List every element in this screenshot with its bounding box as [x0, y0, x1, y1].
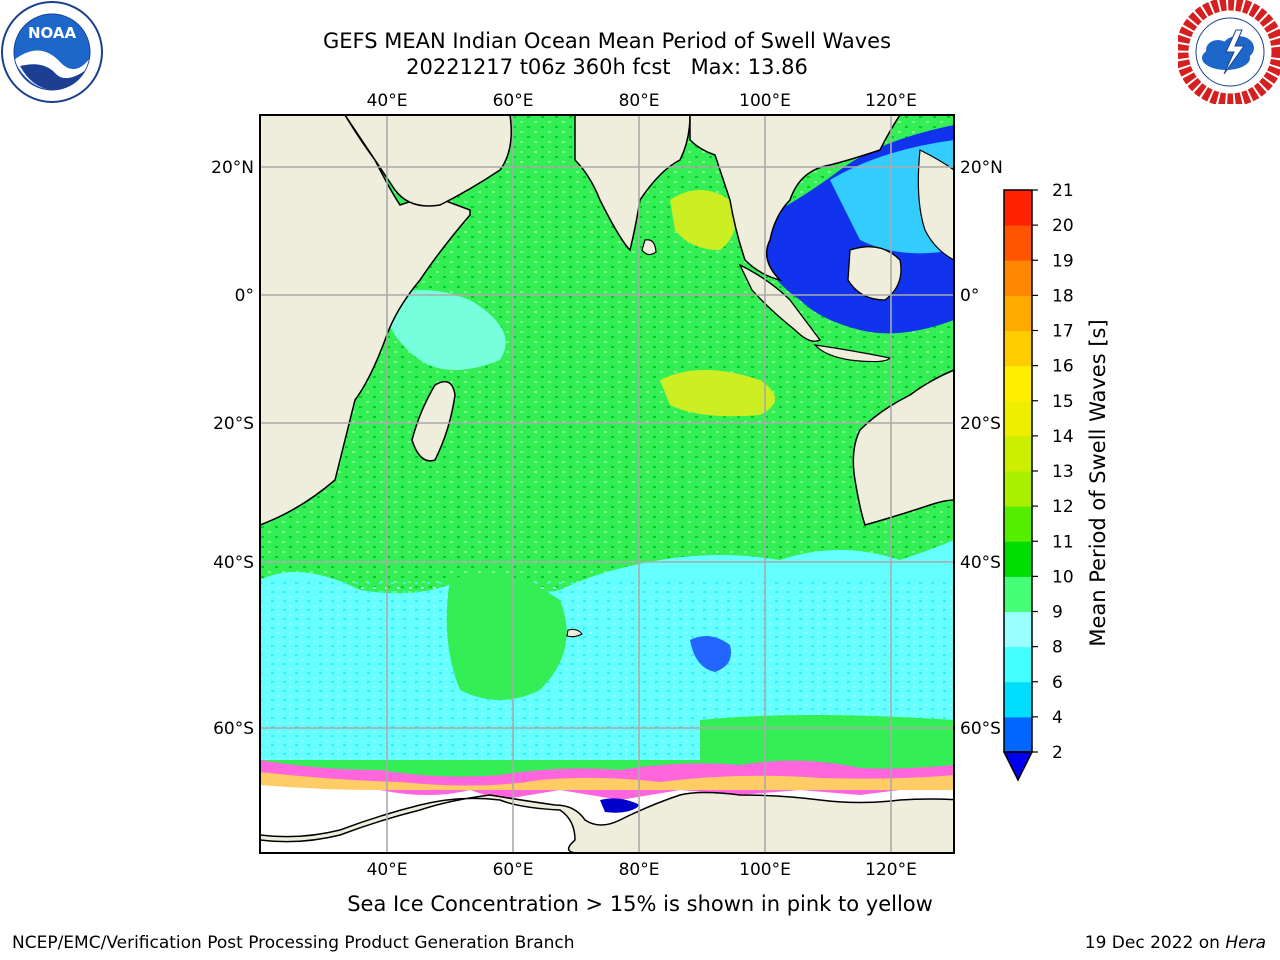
colorbar-tick-label: 15 — [1052, 392, 1074, 412]
lon-label-bottom: 100°E — [739, 860, 791, 880]
lat-label-left: 60°S — [213, 719, 254, 739]
colorbar-swatch — [1004, 716, 1032, 753]
noaa-logo-icon: NOAA — [1, 1, 103, 103]
colorbar-tick-label: 14 — [1052, 427, 1074, 447]
lat-label-right: 0° — [960, 286, 979, 306]
chart-title: GEFS MEAN Indian Ocean Mean Period of Sw… — [322, 29, 892, 53]
colorbar-tick-label: 20 — [1052, 216, 1074, 236]
colorbar-swatch — [1004, 646, 1032, 683]
colorbar-tick-label: 13 — [1052, 462, 1074, 482]
land-sri-lanka — [641, 239, 657, 256]
land-india — [574, 115, 691, 252]
footer-machine: Hera — [1225, 933, 1266, 953]
lat-label-left: 20°N — [211, 158, 254, 178]
land-borneo — [847, 246, 902, 301]
colorbar: 2 4 6 8 9 10 11 12 13 14 15 16 17 18 19 20 21 — [1002, 181, 1074, 782]
colorbar-swatch — [1004, 330, 1032, 367]
lat-label-left: 20°S — [213, 414, 254, 434]
colorbar-tick-label: 12 — [1052, 497, 1074, 517]
footer-date-text: 19 Dec 2022 on — [1084, 933, 1226, 953]
lon-label-bottom: 60°E — [493, 860, 534, 880]
land-antarctica — [260, 791, 954, 853]
colorbar-under-triangle — [1002, 751, 1034, 782]
colorbar-swatch — [1004, 365, 1032, 402]
colorbar-tick-label: 2 — [1052, 743, 1063, 763]
ocean-blue-patch — [690, 636, 731, 672]
land-australia — [852, 369, 954, 526]
sea-ice-note-text: Sea Ice Concentration > 15% is shown in … — [347, 892, 933, 916]
colorbar-swatch — [1004, 225, 1032, 261]
colorbar-tick-label: 19 — [1052, 251, 1074, 271]
lon-label-top: 120°E — [865, 91, 917, 111]
footer-date: 19 Dec 2022 on Hera — [1085, 932, 1266, 954]
ocean-green-patch-south — [700, 715, 954, 760]
sea-ice-note: Sea Ice Concentration > 15% is shown in … — [0, 890, 1280, 918]
map-frame — [259, 114, 955, 854]
colorbar-swatch — [1004, 435, 1032, 472]
colorbar-tick-label: 11 — [1052, 532, 1074, 552]
colorbar-tick-label: 4 — [1052, 708, 1063, 728]
colorbar-tick-label: 21 — [1052, 181, 1074, 201]
colorbar-swatch — [1004, 190, 1032, 226]
colorbar-tick-label: 16 — [1052, 357, 1074, 377]
colorbar-swatch — [1004, 611, 1032, 648]
land-madagascar — [411, 380, 456, 462]
lat-label-left: 40°S — [213, 553, 254, 573]
footer-credit: NCEP/EMC/Verification Post Processing Pr… — [12, 933, 575, 953]
colorbar-swatch — [1004, 506, 1032, 542]
colorbar-swatch — [1004, 681, 1032, 718]
high-period-zone-bay-of-bengal — [670, 190, 736, 250]
colorbar-swatch — [1004, 541, 1032, 577]
lon-label-top: 100°E — [739, 91, 791, 111]
sea-ice-yellow-band — [260, 772, 954, 790]
noaa-logo-text: NOAA — [28, 24, 77, 42]
colorbar-tick-label: 18 — [1052, 286, 1074, 306]
land-philippines — [917, 149, 954, 261]
lon-label-top: 40°E — [367, 91, 408, 111]
colorbar-swatch — [1004, 576, 1032, 612]
colorbar-swatch — [1004, 260, 1032, 296]
lon-label-top: 80°E — [619, 91, 660, 111]
land-kerguelen — [566, 628, 583, 638]
colorbar-swatch — [1004, 471, 1032, 507]
lat-label-right: 20°S — [960, 414, 1001, 434]
colorbar-tick-label: 8 — [1052, 638, 1063, 658]
lat-label-right: 60°S — [960, 719, 1001, 739]
colorbar-tick-label: 9 — [1052, 603, 1063, 623]
nws-logo-icon — [1178, 0, 1280, 104]
high-period-zone-south — [660, 370, 775, 417]
lon-label-bottom: 40°E — [367, 860, 408, 880]
ocean-cyan-west — [380, 290, 506, 370]
colorbar-swatch — [1004, 295, 1032, 331]
lon-label-bottom: 80°E — [619, 860, 660, 880]
land-sumatra — [738, 263, 821, 342]
land-java — [813, 344, 892, 363]
chart-subtitle-run-info: 20221217 t06z 360h fcst Max: 13.86 — [406, 55, 808, 79]
colorbar-tick-label: 10 — [1052, 567, 1074, 587]
lat-label-left: 0° — [235, 286, 254, 306]
lat-label-right: 40°S — [960, 553, 1001, 573]
map-plot-area — [260, 115, 954, 853]
colorbar-tick-label: 6 — [1052, 673, 1063, 693]
graticule — [260, 115, 954, 853]
colorbar-tick-label: 17 — [1052, 322, 1074, 342]
land-southeast-asia — [689, 115, 901, 282]
ice-blue-pocket — [600, 798, 640, 813]
lon-label-bottom: 120°E — [865, 860, 917, 880]
colorbar-swatch — [1004, 400, 1032, 437]
lon-label-top: 60°E — [493, 91, 534, 111]
lat-label-right: 20°N — [960, 158, 1003, 178]
ocean-green-patch — [446, 573, 567, 700]
colorbar-title: Mean Period of Swell Waves [s] — [1086, 319, 1110, 647]
